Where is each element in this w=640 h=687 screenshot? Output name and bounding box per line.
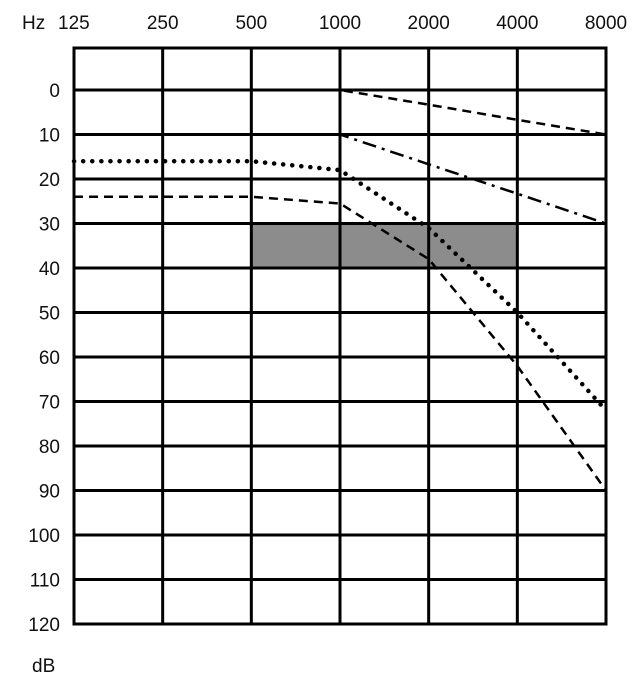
series-line-dash-dot-1 — [74, 133, 607, 225]
y-tick-label: 40 — [39, 259, 60, 280]
x-tick-label: 2000 — [408, 13, 450, 34]
y-axis-label: dB — [32, 656, 55, 677]
x-tick-label: 1000 — [319, 13, 361, 34]
x-tick-label: 8000 — [585, 13, 627, 34]
x-tick-label: 250 — [147, 13, 179, 34]
y-tick-label: 70 — [39, 393, 60, 414]
y-tick-label: 80 — [39, 437, 60, 458]
y-tick-label: 50 — [39, 304, 60, 325]
x-tick-label: 125 — [58, 13, 90, 34]
y-tick-label: 0 — [49, 81, 60, 102]
x-tick-label: 4000 — [496, 13, 538, 34]
y-tick-label: 20 — [39, 170, 60, 191]
y-tick-label: 110 — [30, 571, 60, 592]
y-tick-label: 10 — [39, 126, 60, 147]
y-tick-label: 120 — [28, 615, 60, 636]
x-axis-label: Hz — [22, 13, 45, 34]
y-tick-label: 90 — [39, 482, 60, 503]
y-tick-label: 30 — [39, 215, 60, 236]
y-tick-label: 60 — [39, 348, 60, 369]
y-tick-label: 100 — [28, 526, 60, 547]
x-tick-label: 500 — [235, 13, 267, 34]
